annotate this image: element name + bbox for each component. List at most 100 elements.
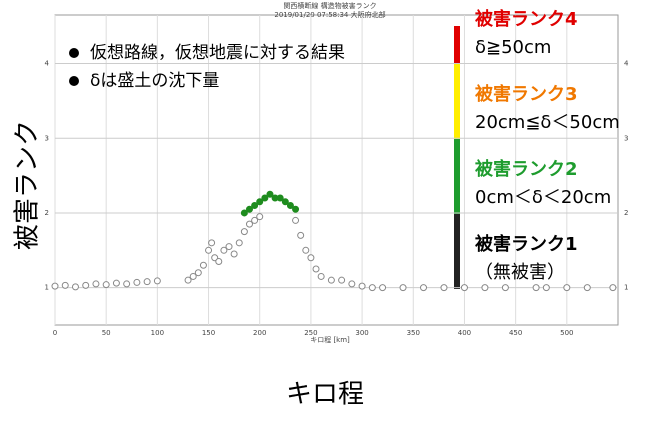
point — [194, 269, 202, 277]
rank-bar-2 — [454, 139, 460, 214]
rank-bar-3 — [454, 64, 460, 139]
rank-bar-4 — [454, 26, 460, 64]
y-tick-label: 4 — [45, 60, 50, 68]
point — [112, 279, 120, 287]
point — [92, 280, 100, 288]
x-tick-label: 300 — [355, 329, 368, 337]
note: 仮想路線，仮想地震に対する結果 — [90, 43, 345, 63]
point — [82, 281, 90, 289]
y2-tick-label: 3 — [624, 134, 628, 142]
rank-text: （無被害） — [475, 262, 565, 283]
y2-tick-label: 4 — [624, 60, 629, 68]
x-tick-label: 200 — [253, 329, 266, 337]
point — [189, 272, 197, 280]
point — [609, 284, 617, 292]
point — [215, 258, 223, 266]
point — [276, 194, 284, 202]
point — [245, 220, 253, 228]
point — [251, 216, 259, 224]
rank-title: 被害ランク2 — [475, 158, 578, 180]
x-tick-label: 50 — [102, 329, 111, 337]
chart-subtitle: 2019/01/20 07:58:34 大阪府北部 — [274, 10, 385, 19]
point — [251, 201, 259, 209]
rank-bar-1 — [454, 214, 460, 289]
point — [133, 278, 141, 286]
note: δは盛土の沈下量 — [90, 71, 219, 91]
rank-text: δ≧50cm — [475, 37, 551, 58]
point — [440, 284, 448, 292]
point — [379, 284, 387, 292]
point — [51, 282, 59, 290]
point — [358, 282, 366, 290]
point — [460, 284, 468, 292]
point — [205, 246, 213, 254]
point — [240, 228, 248, 236]
point — [208, 239, 216, 247]
point — [286, 201, 294, 209]
x-tick-label: 400 — [458, 329, 471, 337]
point — [225, 243, 233, 251]
point — [235, 239, 243, 247]
x-tick-label: 450 — [509, 329, 522, 337]
y-axis-label: 被害ランク — [13, 120, 43, 250]
point — [532, 284, 540, 292]
point — [245, 205, 253, 213]
point — [338, 276, 346, 284]
x-tick-label: 100 — [151, 329, 164, 337]
x-tick-label: 350 — [407, 329, 420, 337]
point — [266, 190, 274, 198]
point — [61, 281, 69, 289]
point — [71, 283, 79, 291]
point — [184, 276, 192, 284]
point — [583, 284, 591, 292]
point — [327, 276, 335, 284]
x-tick-label: 500 — [560, 329, 573, 337]
y2-tick-label: 2 — [624, 209, 628, 217]
point — [281, 198, 289, 206]
point — [302, 246, 310, 254]
rank-text: 20cm≦δ＜50cm — [475, 112, 620, 133]
point — [102, 281, 110, 289]
rank-title: 被害ランク4 — [475, 8, 578, 30]
x-axis-label: キロ程 [km] — [310, 335, 350, 344]
point — [563, 284, 571, 292]
point — [292, 205, 300, 213]
point — [143, 278, 151, 286]
point — [348, 280, 356, 288]
point — [317, 272, 325, 280]
y-tick-label: 3 — [45, 134, 49, 142]
bullet — [69, 48, 79, 58]
x-tick-label: 0 — [53, 329, 57, 337]
x-tick-label: 250 — [304, 329, 317, 337]
y-tick-label: 1 — [45, 284, 49, 292]
point — [542, 284, 550, 292]
point — [261, 194, 269, 202]
point — [399, 284, 407, 292]
point — [153, 277, 161, 285]
point — [123, 280, 131, 288]
chart-title: 関西横断線 構造物被害ランク — [283, 1, 376, 10]
point — [220, 246, 228, 254]
rank-title: 被害ランク1 — [475, 233, 578, 255]
y-tick-label: 2 — [45, 209, 49, 217]
x-axis-label-large: キロ程 — [286, 380, 364, 410]
rank-title: 被害ランク3 — [475, 83, 578, 105]
point — [420, 284, 428, 292]
point — [297, 231, 305, 239]
point — [230, 250, 238, 258]
point — [501, 284, 509, 292]
point — [368, 284, 376, 292]
y2-tick-label: 1 — [624, 284, 628, 292]
point — [256, 198, 264, 206]
point — [307, 254, 315, 262]
bullet — [69, 76, 79, 86]
point — [199, 261, 207, 269]
point — [292, 216, 300, 224]
x-tick-label: 150 — [202, 329, 215, 337]
point — [481, 284, 489, 292]
rank-text: 0cm＜δ＜20cm — [475, 187, 611, 208]
point — [312, 265, 320, 273]
point — [256, 213, 264, 221]
point — [240, 209, 248, 217]
